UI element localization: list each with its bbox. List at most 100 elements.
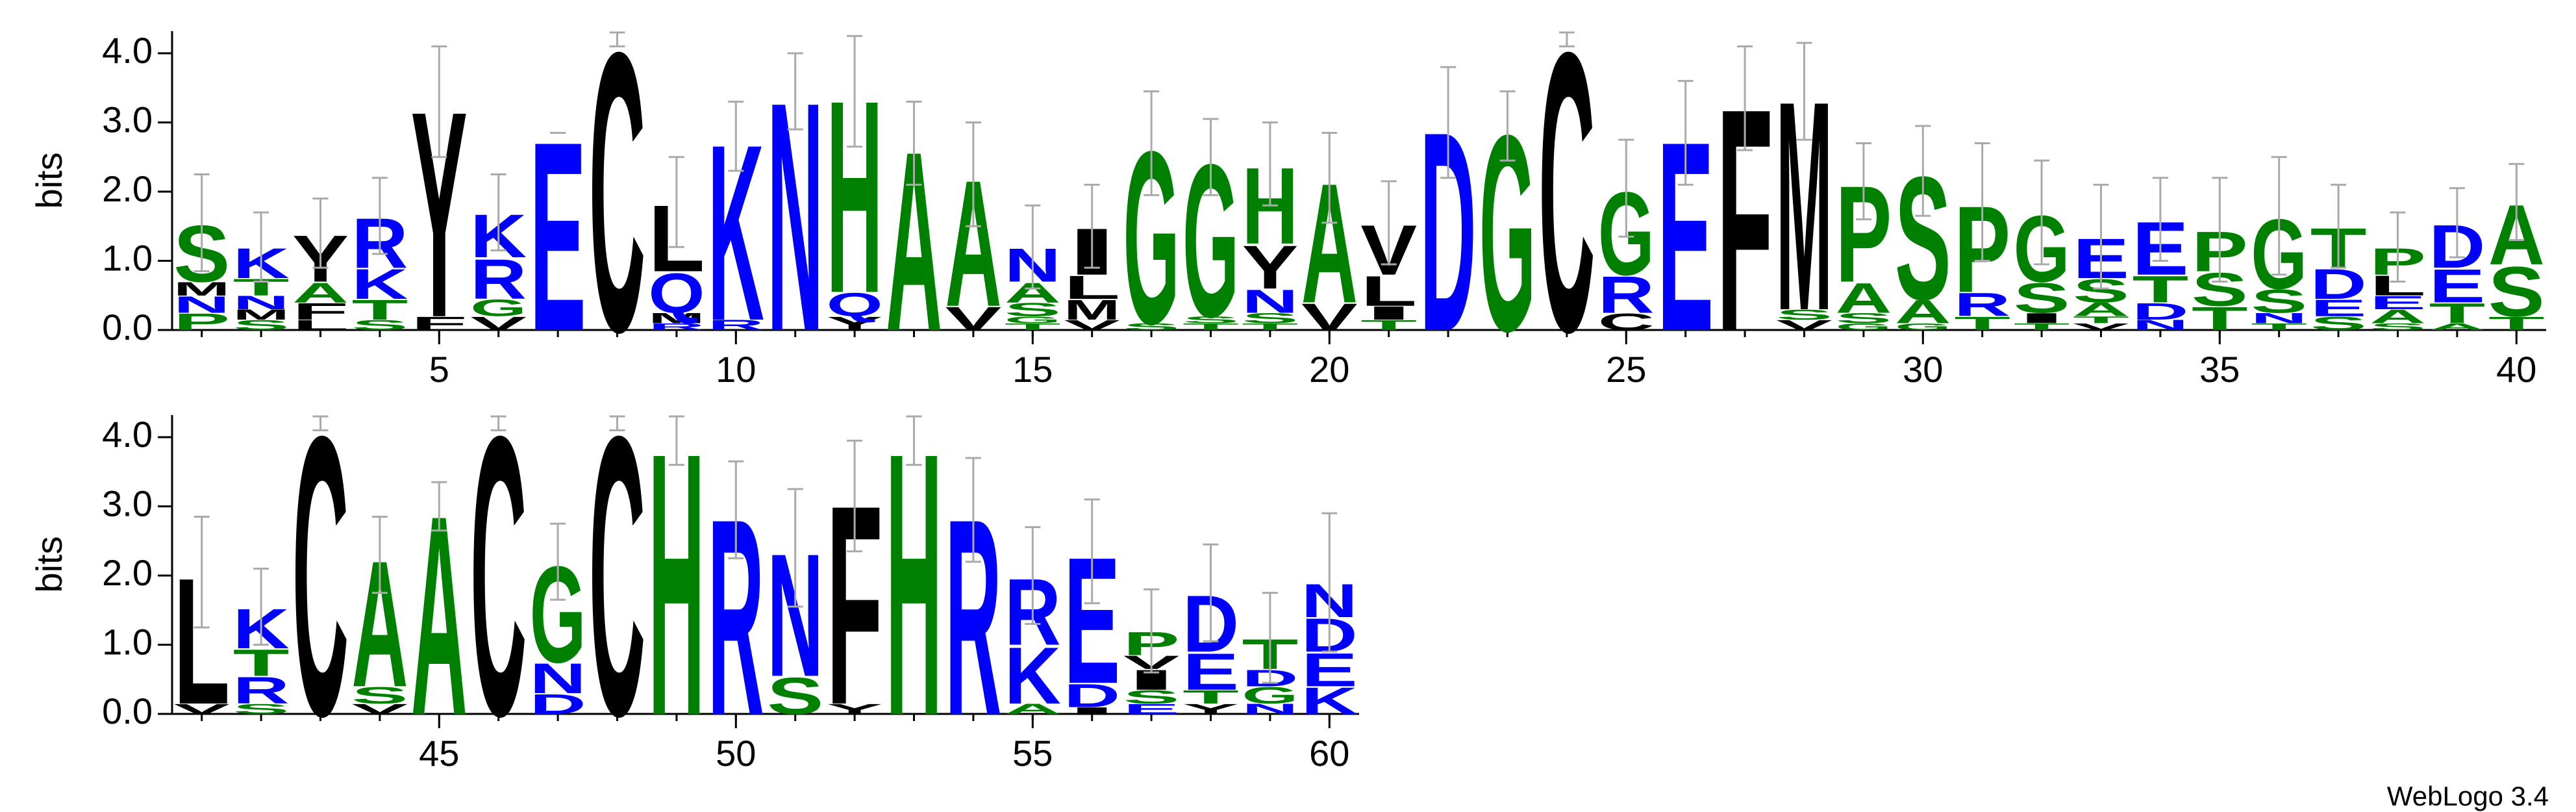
letter: A [1835,274,1892,322]
letter: R [648,322,705,332]
letter: S [351,682,408,709]
letter: T [1182,322,1239,332]
x-tick-label: 30 [1903,349,1943,390]
letter: A [292,277,349,309]
y-tick-label: 0.0 [102,691,153,731]
letter: M [173,279,230,299]
error-bar [1203,543,1219,642]
letter: I [1360,303,1417,324]
y-tick-label: 4.0 [102,414,153,455]
letter: E [2310,295,2367,322]
letter: N [1242,701,1298,717]
letter: G [1005,314,1061,325]
y-tick-label: 4.0 [102,30,153,71]
letter: M [648,311,705,326]
letter: T [1954,313,2010,335]
error-bar [490,173,506,252]
letter: K [351,260,408,308]
letter: S [2370,322,2426,332]
letter: E [2370,292,2426,314]
letter: S [1123,322,1180,332]
error-bar [1737,45,1753,151]
error-bar [1321,512,1338,653]
error-bar [728,101,744,172]
error-bar [1025,204,1041,290]
letter: T [1242,322,1298,332]
letter: A [1005,701,1061,717]
letter: L [1360,268,1417,315]
letter: R [708,317,764,333]
letter: S [1242,311,1298,326]
letter: T [2014,322,2070,332]
error-bar [1855,142,1871,221]
y-tick-label: 1.0 [102,621,153,662]
error-bar [1144,588,1160,674]
error-bar [2390,211,2406,283]
letter: E [530,86,586,388]
error-bar [2271,156,2287,276]
error-bar [2449,187,2465,259]
error-bar [2152,177,2168,262]
y-tick-label: 2.0 [102,168,153,209]
y-tick-label: 1.0 [102,237,153,278]
letter: V [1776,317,1832,333]
error-bar [787,52,803,131]
letter: A [2370,306,2426,327]
letter: C [1598,309,1655,335]
error-bar [194,173,210,272]
letter: Y [827,313,883,335]
error-bar [1558,31,1575,47]
error-bar [371,515,388,594]
letter: N [2132,317,2188,333]
letter: N [1242,283,1298,320]
letter: V [351,701,408,717]
letter: A [1895,293,1951,331]
letter: S [1123,687,1180,708]
error-bar [312,415,329,431]
error-bar [668,156,684,248]
x-tick-label: 5 [429,349,449,390]
letter: I [2014,311,2070,326]
letter: A [2429,322,2485,332]
error-bar [371,177,388,255]
letter: S [1835,311,1892,326]
error-bar [431,481,447,532]
letter: D [2132,298,2188,325]
letter: N [173,291,230,318]
letter: G [1242,682,1299,709]
letter: M [233,307,290,322]
x-tick-label: 15 [1012,349,1053,390]
letter: V [470,313,527,335]
letter: S [1005,299,1061,320]
error-bar [1144,90,1160,196]
letter: V [173,701,230,717]
error-bar [847,34,863,148]
letter: S [351,317,408,333]
letter: T [1005,322,1061,332]
error-bar [490,415,506,431]
error-bar [312,197,329,269]
credit: WebLogo 3.4 [2387,781,2549,811]
error-bar [668,415,684,466]
letter: Y [1242,233,1298,302]
letter: E [1182,642,1239,701]
letter: V [1301,296,1358,338]
letter: I [1064,705,1120,716]
letter: V [1064,317,1120,333]
letter: V [945,299,1001,336]
letter: C [1538,0,1595,414]
x-tick-label: 20 [1309,349,1349,390]
letter: F [292,298,349,325]
letter: D [530,689,586,720]
letter: T [2192,300,2248,337]
letter: R [233,669,290,712]
letter: V [2073,322,2129,332]
error-bar [728,460,744,559]
error-bar [1440,66,1457,179]
error-bar [1796,42,1812,141]
letter: S [2488,252,2545,331]
error-bar [2212,177,2228,283]
x-tick-label: 45 [419,733,459,774]
